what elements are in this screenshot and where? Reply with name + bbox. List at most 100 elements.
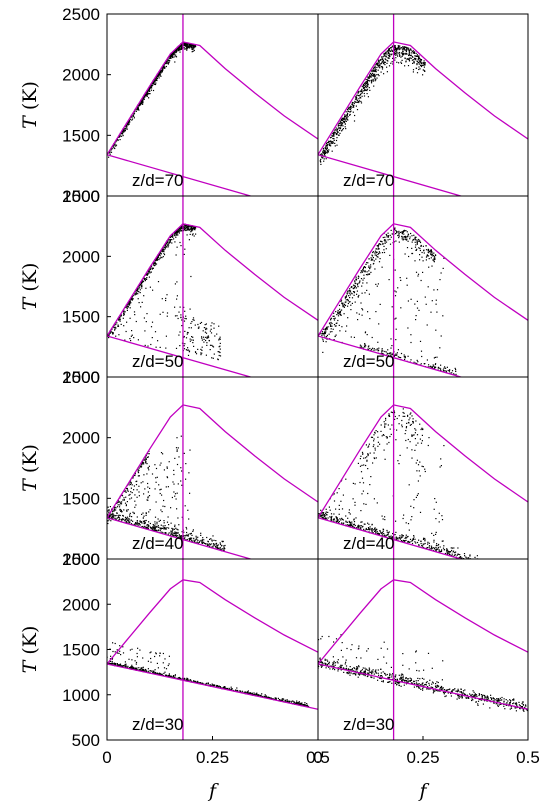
data-point — [407, 438, 409, 441]
data-point — [332, 137, 334, 140]
data-point — [421, 434, 423, 436]
data-point — [170, 507, 172, 509]
data-point — [321, 153, 323, 155]
data-point — [191, 48, 193, 50]
data-point — [149, 93, 151, 95]
data-point — [383, 249, 385, 251]
data-point — [415, 239, 417, 241]
data-point — [200, 348, 202, 350]
data-point — [379, 65, 381, 67]
data-point — [366, 82, 368, 84]
data-point — [363, 266, 365, 268]
data-point — [157, 281, 160, 283]
data-point — [359, 481, 361, 484]
data-point — [383, 61, 385, 63]
data-point — [126, 321, 128, 323]
data-point — [159, 655, 161, 657]
data-point — [418, 63, 420, 65]
data-point — [169, 241, 171, 244]
data-point — [414, 260, 416, 262]
data-point — [197, 536, 199, 538]
data-point — [357, 526, 359, 528]
x-tick-label: 0.5 — [306, 748, 330, 767]
data-point — [127, 124, 129, 126]
data-point — [120, 664, 122, 666]
data-point — [424, 64, 426, 66]
data-point — [130, 482, 132, 484]
data-point — [378, 251, 380, 253]
data-point — [431, 367, 433, 369]
data-point — [430, 546, 433, 548]
data-point — [197, 323, 199, 326]
data-point — [175, 535, 177, 537]
data-point — [186, 679, 188, 681]
data-point — [343, 303, 346, 306]
data-point — [128, 494, 130, 496]
data-point — [358, 100, 361, 102]
data-point — [435, 303, 437, 305]
panel-label: z/d=50 — [343, 352, 395, 371]
data-point — [180, 317, 182, 319]
data-point — [253, 692, 255, 694]
data-point — [337, 125, 339, 127]
data-point — [427, 286, 429, 288]
data-point — [110, 149, 112, 151]
data-point — [380, 243, 382, 246]
data-point — [161, 527, 164, 529]
data-point — [434, 254, 437, 256]
data-point — [156, 76, 158, 78]
data-point — [404, 358, 406, 360]
data-point — [376, 256, 378, 258]
data-point — [413, 361, 415, 363]
data-point — [278, 699, 280, 701]
data-point — [337, 312, 339, 314]
data-point — [358, 313, 360, 315]
data-point — [183, 225, 185, 227]
data-point — [119, 509, 121, 511]
data-point — [168, 242, 170, 244]
data-point — [168, 532, 170, 534]
data-point — [264, 696, 266, 698]
data-point — [150, 265, 153, 267]
data-point — [408, 51, 410, 53]
data-point — [417, 361, 419, 363]
data-point — [398, 241, 400, 243]
data-point — [170, 531, 172, 533]
data-point — [165, 62, 167, 64]
data-point — [122, 514, 124, 517]
data-point — [146, 526, 148, 529]
data-point — [353, 518, 355, 520]
data-point — [421, 544, 423, 547]
data-point — [405, 46, 407, 49]
data-point — [306, 703, 308, 705]
data-point — [408, 541, 410, 543]
data-point — [159, 71, 161, 73]
data-point — [178, 48, 180, 50]
data-point — [143, 474, 145, 476]
data-point — [410, 341, 412, 344]
data-point — [151, 527, 153, 529]
data-point — [175, 231, 177, 233]
data-point — [147, 456, 149, 458]
data-point — [176, 508, 178, 510]
data-point — [134, 474, 136, 477]
data-point — [383, 533, 385, 535]
data-point — [180, 226, 182, 228]
data-point — [407, 235, 409, 237]
data-point — [416, 242, 418, 244]
data-point — [341, 518, 343, 520]
data-point — [166, 477, 169, 479]
data-point — [156, 476, 158, 478]
data-point — [153, 261, 155, 263]
data-point — [347, 107, 349, 109]
data-point — [473, 561, 474, 562]
data-point — [398, 47, 400, 49]
data-point — [383, 63, 385, 65]
data-point — [177, 531, 179, 534]
data-point — [361, 285, 363, 287]
data-point — [142, 512, 144, 514]
data-point — [152, 89, 155, 92]
data-point — [117, 324, 119, 326]
data-point — [138, 467, 140, 469]
data-point — [324, 329, 326, 331]
